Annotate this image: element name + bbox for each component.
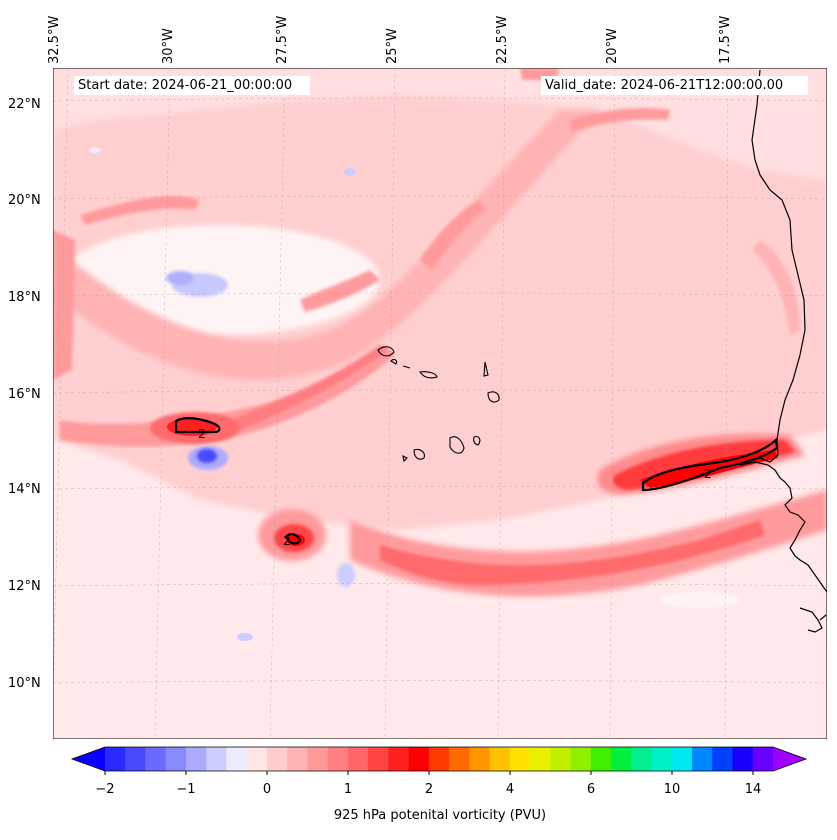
- colorbar-swatch: [590, 747, 612, 771]
- colorbar-swatch: [185, 747, 207, 771]
- colorbar-swatch: [732, 747, 754, 771]
- colorbar-swatch: [307, 747, 329, 771]
- colorbar-swatch: [631, 747, 653, 771]
- colorbar-swatch: [671, 747, 693, 771]
- lon-label: 27.5°W: [275, 15, 290, 64]
- colorbar-swatch: [246, 747, 268, 771]
- lon-label: 20°W: [605, 28, 620, 64]
- colorbar-tick: 4: [505, 782, 515, 797]
- colorbar-swatch: [266, 747, 288, 771]
- colorbar: [70, 746, 808, 775]
- colorbar-swatch: [408, 747, 430, 771]
- start-date-label: Start date: 2024-06-21_00:00:00: [74, 76, 310, 95]
- colorbar-swatch: [712, 747, 734, 771]
- lon-label: 22.5°W: [495, 15, 510, 64]
- colorbar-tick: 6: [586, 782, 596, 797]
- lon-label: 32.5°W: [47, 15, 62, 64]
- lat-label: 22°N: [8, 97, 41, 112]
- colorbar-swatch: [165, 747, 187, 771]
- pv-field: 2 2 2: [53, 68, 827, 739]
- contour-label-left: 2: [198, 427, 206, 441]
- colorbar-swatch: [449, 747, 470, 771]
- colorbar-extend-max: [773, 747, 806, 771]
- africa-coastline: [739, 69, 827, 633]
- colorbar-title: 925 hPa potenital vorticity (PVU): [333, 808, 547, 823]
- lat-label: 20°N: [8, 193, 41, 208]
- lon-label: 30°W: [161, 28, 176, 64]
- colorbar-swatch: [327, 747, 349, 771]
- colorbar-swatch: [692, 747, 713, 771]
- lon-label: 17.5°W: [718, 15, 733, 64]
- colorbar-swatch: [226, 747, 248, 771]
- colorbar-swatch: [550, 747, 572, 771]
- colorbar-swatch: [489, 747, 511, 771]
- colorbar-swatch: [125, 747, 146, 771]
- colorbar-swatch: [469, 747, 491, 771]
- contour-label-right: 2: [704, 467, 712, 481]
- colorbar-swatch: [651, 747, 673, 771]
- colorbar-swatch: [509, 747, 531, 771]
- lat-label: 18°N: [8, 290, 41, 305]
- contour-label-center: 2: [283, 534, 291, 548]
- lat-label: 16°N: [8, 387, 41, 402]
- colorbar-tick: 2: [424, 782, 434, 797]
- lat-label: 14°N: [8, 482, 41, 497]
- colorbar-tick: −1: [176, 782, 196, 797]
- lat-label: 12°N: [8, 579, 41, 594]
- colorbar-swatch: [611, 747, 632, 771]
- colorbar-tick: 14: [744, 782, 762, 797]
- colorbar-tick: 0: [262, 782, 272, 797]
- valid-date-label: Valid_date: 2024-06-21T12:00:00.00: [541, 76, 808, 95]
- colorbar-swatch: [105, 747, 126, 771]
- colorbar-swatch: [752, 747, 774, 771]
- colorbar-swatch: [145, 747, 167, 771]
- lat-label: 10°N: [8, 676, 41, 691]
- colorbar-swatch: [530, 747, 551, 771]
- colorbar-extend-min: [72, 747, 105, 771]
- colorbar-tick: −2: [95, 782, 115, 797]
- colorbar-swatch: [347, 747, 369, 771]
- colorbar-swatch: [570, 747, 592, 771]
- colorbar-tick: 1: [343, 782, 353, 797]
- colorbar-tick: 10: [663, 782, 681, 797]
- colorbar-swatch: [428, 747, 450, 771]
- colorbar-swatch: [287, 747, 308, 771]
- colorbar-swatch: [388, 747, 410, 771]
- cape-verde-islands: [377, 346, 500, 463]
- lon-label: 25°W: [385, 28, 400, 64]
- colorbar-swatch: [206, 747, 227, 771]
- colorbar-swatch: [368, 747, 389, 771]
